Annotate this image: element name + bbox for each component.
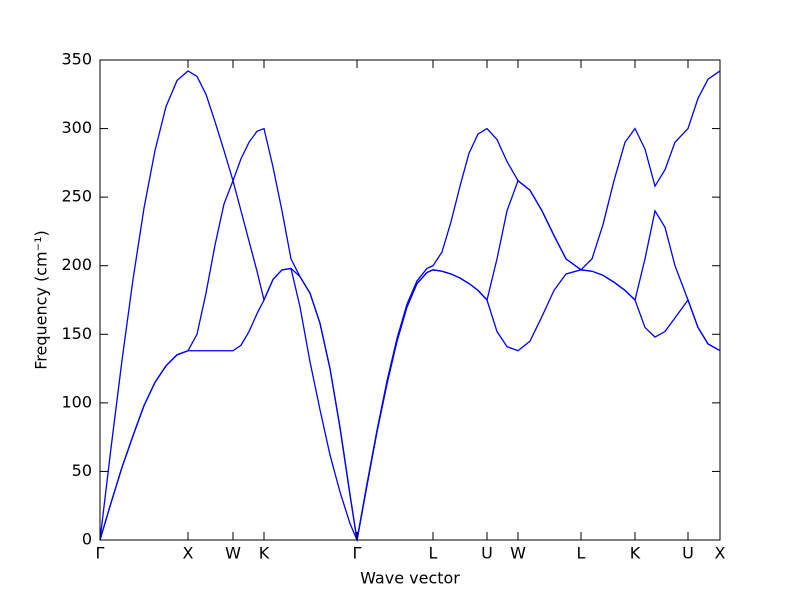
x-tick-label: W: [225, 544, 241, 563]
band-line: [99, 70, 721, 541]
x-tick-label: U: [682, 544, 694, 563]
y-tick-label: 300: [61, 118, 92, 137]
x-tick-label: X: [715, 544, 726, 563]
x-axis-label: Wave vector: [360, 569, 460, 588]
band-line: [99, 178, 721, 541]
y-tick-label: 50: [72, 461, 92, 480]
x-tick-label: W: [510, 544, 526, 563]
band-line: [99, 267, 721, 543]
x-tick-label: U: [481, 544, 493, 563]
y-tick-label: 150: [61, 324, 92, 343]
y-tick-label: 350: [61, 50, 92, 69]
x-tick-label: Γ: [353, 544, 362, 563]
x-tick-label: L: [429, 544, 438, 563]
x-tick-label: X: [183, 544, 194, 563]
x-tick-label: L: [577, 544, 586, 563]
x-tick-label: K: [630, 544, 641, 563]
y-tick-label: 100: [61, 392, 92, 411]
y-tick-label: 0: [82, 530, 92, 549]
y-tick-label: 200: [61, 255, 92, 274]
y-axis-label: Frequency (cm⁻¹): [32, 230, 51, 369]
x-tick-label: Γ: [96, 544, 105, 563]
y-tick-label: 250: [61, 187, 92, 206]
x-tick-label: K: [259, 544, 270, 563]
plot-frame: [99, 59, 721, 541]
